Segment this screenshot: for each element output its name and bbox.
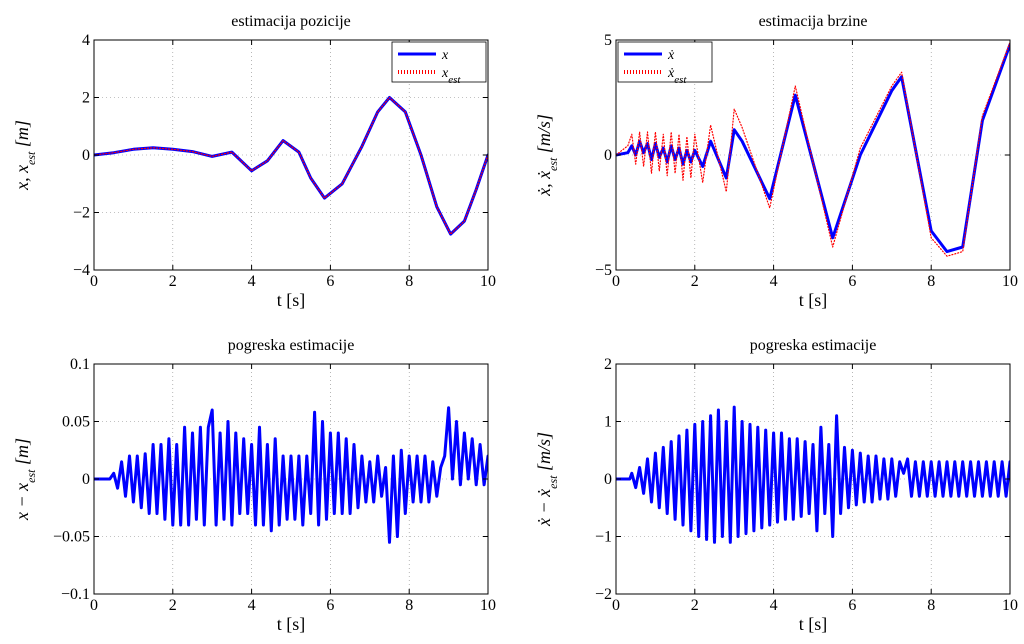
chart-title: estimacija pozicije — [231, 13, 351, 30]
x-tick-label: 8 — [927, 273, 935, 290]
x-tick-label: 2 — [691, 597, 699, 614]
legend-label: ẋ — [667, 48, 675, 63]
x-axis-label: t [s] — [799, 290, 828, 310]
y-tick-label: 0 — [82, 471, 90, 488]
y-tick-label: 0 — [604, 147, 612, 164]
legend-label: x — [441, 48, 449, 63]
y-tick-label: −0.05 — [53, 529, 90, 546]
y-tick-label: 0.1 — [70, 356, 90, 373]
x-tick-label: 4 — [248, 273, 256, 290]
legend-box — [617, 41, 713, 83]
x-axis-label: t [s] — [277, 614, 306, 634]
x-tick-label: 6 — [848, 597, 856, 614]
x-tick-label: 0 — [612, 597, 620, 614]
y-tick-label: 0.05 — [62, 414, 90, 431]
x-axis-label: t [s] — [277, 290, 306, 310]
x-tick-label: 2 — [169, 597, 177, 614]
x-tick-label: 10 — [1002, 273, 1018, 290]
series-line-1 — [616, 405, 1010, 544]
y-axis-label: x − xest [m] — [12, 438, 38, 521]
x-tick-label: 4 — [770, 597, 778, 614]
y-axis-label: x, xest [m] — [12, 120, 38, 191]
y-tick-label: 0 — [82, 147, 90, 164]
y-tick-label: 4 — [82, 32, 90, 49]
x-tick-label: 8 — [927, 597, 935, 614]
x-tick-label: 6 — [326, 597, 334, 614]
y-tick-label: −2 — [595, 586, 612, 603]
chart-p4: 0 2 4 6 8 10 −2 −1 0 1 2 pogreska estimacije t [s] ẋ … — [534, 337, 1018, 634]
chart-title: estimacija brzine — [759, 13, 868, 30]
x-tick-label: 0 — [90, 273, 98, 290]
y-tick-label: −0.1 — [61, 586, 90, 603]
y-axis-label: ẋ, ẋest [m/s] — [534, 114, 560, 197]
chart-p1: 0 2 4 6 8 10 −4 −2 0 2 4 estimacija pozicije t [s] x,… — [12, 13, 496, 310]
y-axis-label: ẋ − ẋest [m/s] — [534, 432, 560, 527]
y-tick-label: −1 — [595, 529, 612, 546]
x-tick-label: 10 — [1002, 597, 1018, 614]
y-tick-label: 2 — [82, 90, 90, 107]
x-tick-label: 4 — [248, 597, 256, 614]
y-tick-label: 5 — [604, 32, 612, 49]
y-tick-label: 1 — [604, 414, 612, 431]
x-tick-label: 8 — [405, 273, 413, 290]
x-tick-label: 2 — [169, 273, 177, 290]
x-tick-label: 0 — [90, 597, 98, 614]
x-tick-label: 2 — [691, 273, 699, 290]
y-tick-label: 0 — [604, 471, 612, 488]
x-tick-label: 6 — [848, 273, 856, 290]
x-tick-label: 6 — [326, 273, 334, 290]
y-tick-label: −2 — [73, 205, 90, 222]
chart-title: pogreska estimacije — [228, 337, 355, 354]
x-tick-label: 8 — [405, 597, 413, 614]
series-line-2 — [616, 41, 1010, 257]
series-line-2 — [94, 96, 488, 235]
series-line-1 — [94, 406, 488, 544]
x-tick-label: 10 — [480, 273, 496, 290]
x-tick-label: 4 — [770, 273, 778, 290]
y-tick-label: 2 — [604, 356, 612, 373]
x-tick-label: 10 — [480, 597, 496, 614]
chart-title: pogreska estimacije — [750, 337, 877, 354]
y-tick-label: −5 — [595, 262, 612, 279]
y-tick-label: −4 — [73, 262, 90, 279]
x-axis-label: t [s] — [799, 614, 828, 634]
x-tick-label: 0 — [612, 273, 620, 290]
legend-box — [391, 41, 487, 83]
chart-p3: 0 2 4 6 8 10 −0.1 −0.05 0 0.05 0.1 pogreska estimac… — [12, 337, 496, 634]
